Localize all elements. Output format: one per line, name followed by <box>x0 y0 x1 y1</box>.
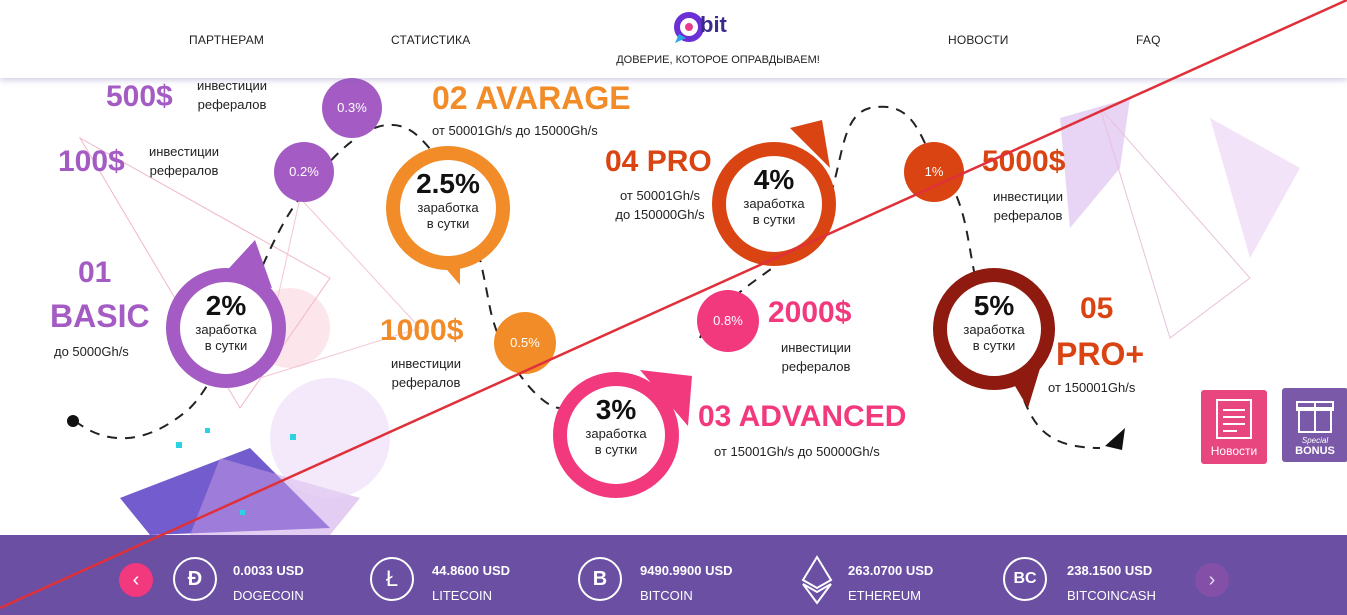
news-widget-label: Новости <box>1210 444 1258 458</box>
coin-ethereum: 263.0700 USD ETHEREUM <box>800 555 960 605</box>
doge-icon: Ð <box>173 557 217 601</box>
plan-basic-range: до 5000Gh/s <box>54 344 129 359</box>
bonus-widget-line1: Special <box>1301 436 1329 445</box>
coin-bitcoin-name: BITCOIN <box>640 588 693 603</box>
ticker-next-button[interactable]: › <box>1195 563 1229 597</box>
referral-500-amount: 500$ <box>106 80 173 113</box>
bonus-widget-button[interactable]: Special BONUS <box>1282 388 1347 462</box>
nav-news[interactable]: НОВОСТИ <box>948 33 1009 47</box>
referral-5000-rate: 1% <box>904 142 964 202</box>
plan-proplus-label1: заработка <box>963 322 1025 337</box>
plan-proplus-title: PRO+ <box>1056 336 1145 372</box>
plan-pro-label1: заработка <box>743 196 805 211</box>
bonus-widget-line2: BONUS <box>1295 445 1335 457</box>
ticker-prev-button[interactable]: ‹ <box>119 563 153 597</box>
referral-1000-amount: 1000$ <box>380 314 464 347</box>
referral-2000-amount: 2000$ <box>768 296 852 329</box>
coin-litecoin: Ł LITECOIN 44.8600 USD <box>370 557 540 603</box>
referral-500-rate: 0.3% <box>322 78 382 138</box>
plan-advanced-circle: 3% заработка в сутки <box>553 372 679 498</box>
referral-2000-label: инвестиции рефералов <box>780 340 852 374</box>
coin-dogecoin-name: DOGECOIN <box>233 588 304 603</box>
referral-2000-rate: 0.8% <box>697 290 759 352</box>
coin-bitcoin-price: 9490.9900 USD <box>640 563 733 578</box>
referral-100-rate: 0.2% <box>274 142 334 202</box>
coin-bitcoincash-price: 238.1500 USD <box>1067 563 1153 578</box>
plan-pro-percent: 4% <box>753 164 795 195</box>
coin-ethereum-price: 263.0700 USD <box>848 563 934 578</box>
nav-faq[interactable]: FAQ <box>1136 33 1161 47</box>
plan-avarage-label2: в сутки <box>426 216 470 231</box>
referral-100-amount: 100$ <box>58 145 125 178</box>
coin-ethereum-name: ETHEREUM <box>848 588 921 603</box>
bitcoincash-icon: BC <box>1003 557 1047 601</box>
coin-bitcoin: B 9490.9900 USD BITCOIN <box>578 557 758 603</box>
plan-pro-circle: 4% заработка в сутки <box>712 142 836 266</box>
referral-500-label: инвестиции рефералов <box>196 78 268 112</box>
coin-litecoin-name: LITECOIN <box>432 588 492 603</box>
nav-statistics[interactable]: СТАТИСТИКА <box>391 33 471 47</box>
tagline: ДОВЕРИЕ, КОТОРОЕ ОПРАВДЫВАЕМ! <box>616 54 820 66</box>
news-widget-button[interactable]: Новости <box>1201 390 1267 464</box>
bitcoin-icon: B <box>578 557 622 601</box>
plan-proplus-range: от 150001Gh/s <box>1048 380 1136 395</box>
referral-5000-label: инвестиции рефералов <box>992 189 1064 223</box>
plan-pro-label2: в сутки <box>752 212 796 227</box>
coin-bitcoincash: BC 238.1500 USD BITCOINCASH <box>1003 557 1173 603</box>
coin-dogecoin-price: 0.0033 USD <box>233 563 304 578</box>
plan-avarage-title: 02 AVARAGE <box>432 80 631 116</box>
plan-proplus-circle: 5% заработка в сутки <box>933 268 1055 390</box>
plan-advanced-label1: заработка <box>585 426 647 441</box>
plan-advanced-title: 03 ADVANCED <box>698 400 907 433</box>
crypto-ticker: ‹ Ð 0.0033 USD DOGECOIN Ł LITECOIN 44.86… <box>0 535 1347 615</box>
plan-proplus-label2: в сутки <box>972 338 1016 353</box>
coin-litecoin-price: 44.8600 USD <box>432 563 511 578</box>
plan-advanced-range: от 15001Gh/s до 50000Gh/s <box>714 444 880 459</box>
plan-pro-title: 04 PRO <box>605 145 712 178</box>
plan-proplus-number: 05 <box>1080 292 1114 325</box>
referral-5000-amount: 5000$ <box>982 145 1066 178</box>
referral-1000-rate: 0.5% <box>494 312 556 374</box>
litecoin-icon: Ł <box>370 557 414 601</box>
coin-dogecoin: Ð 0.0033 USD DOGECOIN <box>173 557 333 603</box>
coin-bitcoincash-name: BITCOINCASH <box>1067 588 1156 603</box>
plan-avarage-label1: заработка <box>417 200 479 215</box>
nav-partners[interactable]: ПАРТНЕРАМ <box>189 33 265 47</box>
referral-1000-label: инвестиции рефералов <box>390 356 462 390</box>
plan-basic-label2: в сутки <box>204 338 248 353</box>
plan-advanced-label2: в сутки <box>594 442 638 457</box>
plan-advanced-percent: 3% <box>595 394 637 425</box>
logo-text: bit <box>700 12 727 37</box>
plan-proplus-percent: 5% <box>973 290 1015 321</box>
plan-basic-number: 01 <box>78 256 112 289</box>
site-header: ПАРТНЕРАМ СТАТИСТИКА bit ДОВЕРИЕ, КОТОРО… <box>0 0 1347 78</box>
newspaper-icon <box>1216 399 1252 439</box>
plan-pro-range: от 50001Gh/s до 150000Gh/s <box>615 188 705 222</box>
plan-avarage-percent: 2.5% <box>416 168 480 199</box>
plan-basic-circle: 2% заработка в сутки <box>166 268 286 388</box>
plan-avarage-circle: 2.5% заработка в сутки <box>386 146 510 270</box>
referral-100-label: инвестиции рефералов <box>148 144 220 178</box>
plan-basic-percent: 2% <box>205 290 247 321</box>
plan-basic-title: BASIC <box>50 298 150 334</box>
plan-basic-label1: заработка <box>195 322 257 337</box>
ethereum-icon <box>801 555 833 605</box>
gift-icon <box>1296 401 1334 433</box>
plan-avarage-range: от 50001Gh/s до 15000Gh/s <box>432 123 598 138</box>
